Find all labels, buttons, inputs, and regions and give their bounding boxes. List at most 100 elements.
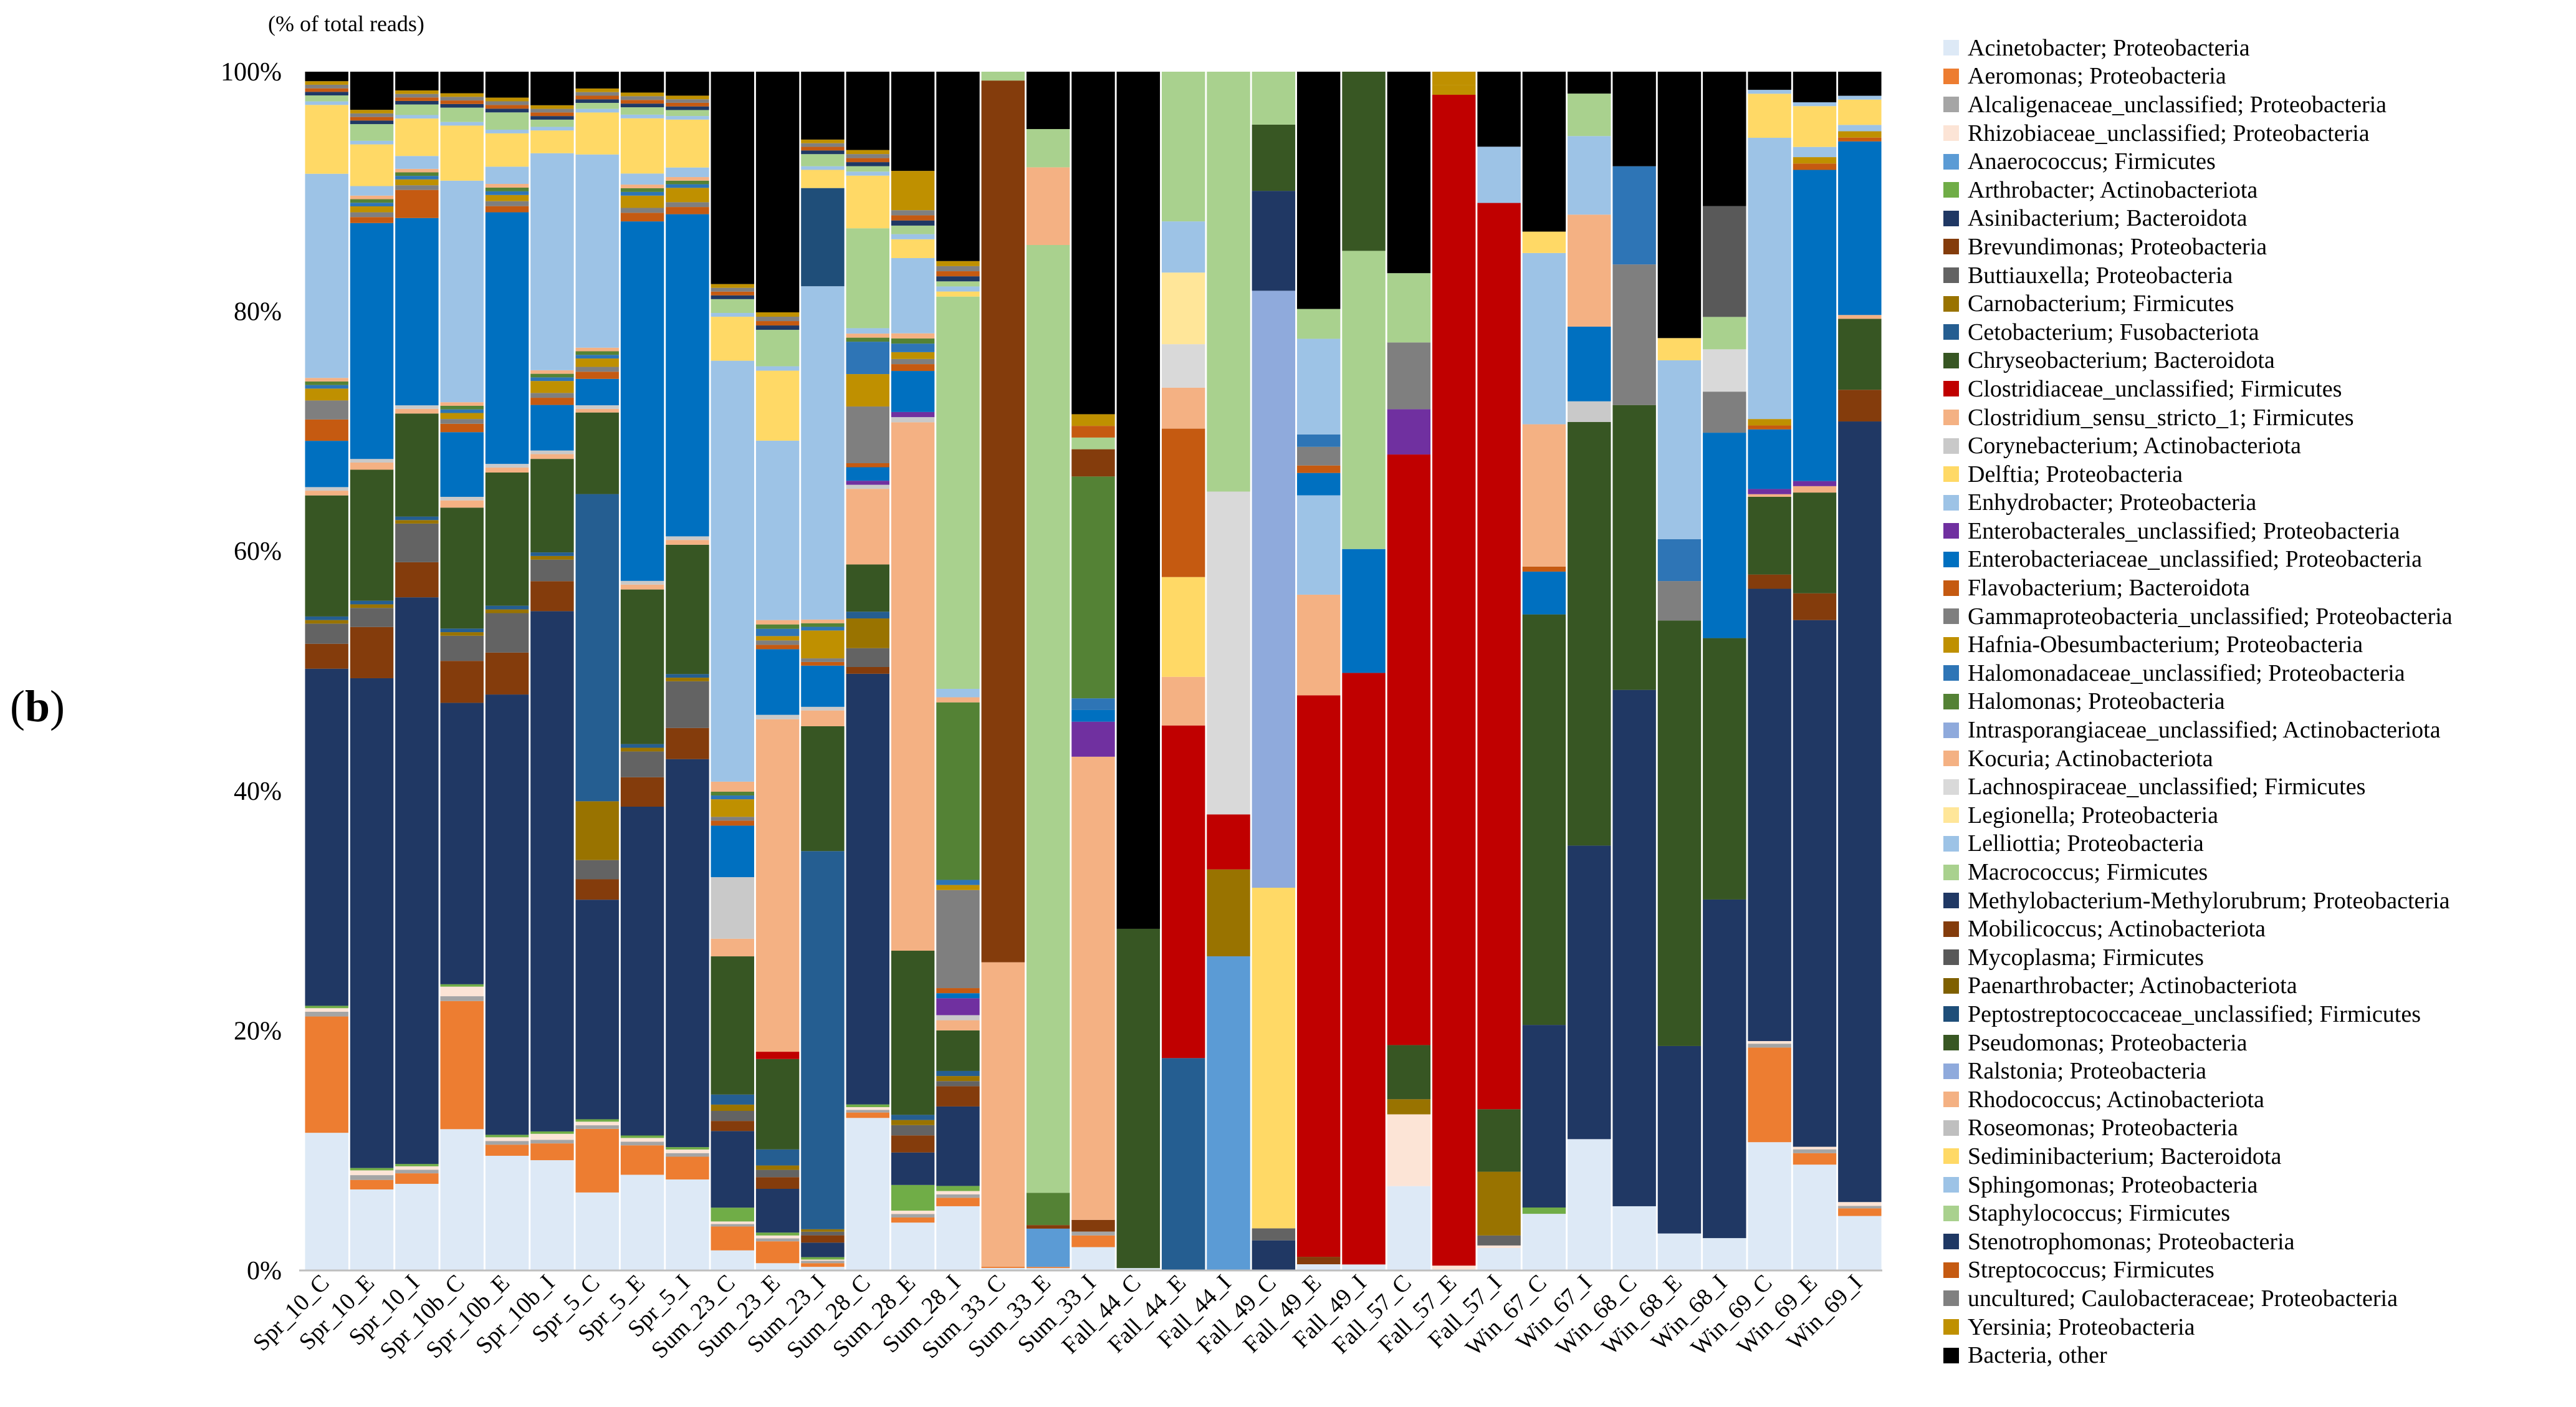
legend-item: Brevundimonas; Proteobacteria <box>1943 233 2573 261</box>
bar-segment <box>395 1164 439 1166</box>
bar-segment <box>1342 1264 1386 1270</box>
bar-segment <box>440 507 484 629</box>
bar-segment <box>666 106 709 110</box>
bar-segment <box>711 1131 754 1208</box>
bar-segment <box>575 351 619 355</box>
legend-item: Mobilicoccus; Actinobacteriota <box>1943 915 2573 943</box>
legend-swatch <box>1943 1347 1959 1363</box>
bar-segment <box>395 190 439 218</box>
legend-label: Anaerococcus; Firmicutes <box>1968 148 2216 175</box>
legend-item: Paenarthrobacter; Actinobacteriota <box>1943 972 2573 1001</box>
bar-segment <box>801 139 845 143</box>
bar-segment <box>936 276 980 282</box>
legend-swatch <box>1943 438 1959 454</box>
bar-segment <box>620 188 664 192</box>
bar-segment <box>936 993 980 999</box>
bar-segment <box>305 620 348 624</box>
bar-segment <box>305 1016 348 1133</box>
bar-segment <box>485 108 529 113</box>
bar-segment <box>801 286 845 620</box>
bar-segment <box>620 806 664 1136</box>
bar-Spr_5_E <box>620 72 664 1270</box>
bar-segment <box>711 1224 754 1227</box>
legend-swatch <box>1943 693 1959 709</box>
bar-segment <box>1522 72 1566 232</box>
bar-segment <box>1748 72 1791 90</box>
legend-item: Corynebacterium; Actinobacteriota <box>1943 431 2573 460</box>
bar-segment <box>1161 1058 1205 1270</box>
bar-segment <box>1522 424 1566 567</box>
bar-segment <box>1161 272 1205 345</box>
bar-segment <box>485 72 529 98</box>
bar-segment <box>485 166 529 185</box>
bar-segment <box>305 487 348 491</box>
bar-segment <box>801 726 845 852</box>
bar-segment <box>485 1141 529 1145</box>
legend-label: Delftia; Proteobacteria <box>1968 461 2183 487</box>
legend-swatch <box>1943 977 1959 994</box>
bar-segment <box>755 366 800 371</box>
bar-segment <box>936 1015 980 1020</box>
bar-segment <box>846 171 890 176</box>
bar-segment <box>755 440 800 620</box>
legend-swatch <box>1943 835 1959 852</box>
bar-segment <box>1522 1208 1566 1214</box>
bar-segment <box>1161 221 1205 273</box>
bar-segment <box>846 328 890 334</box>
bar-segment <box>395 115 439 119</box>
legend-item: uncultured; Caulobacteraceae; Proteobact… <box>1943 1284 2573 1313</box>
legend-item: Halomonas; Proteobacteria <box>1943 688 2573 716</box>
bar-segment <box>846 162 890 166</box>
bar-segment <box>1748 494 1791 497</box>
bar-Fall_44_E <box>1161 72 1205 1270</box>
bar-segment <box>1748 138 1791 420</box>
bar-Win_68_I <box>1703 72 1746 1270</box>
bar-segment <box>891 352 935 359</box>
bar-segment <box>755 1241 800 1264</box>
bar-segment <box>305 88 348 92</box>
bar-segment <box>440 1129 484 1270</box>
bar-segment <box>936 1070 980 1077</box>
bar-segment <box>666 116 709 120</box>
bar-Spr_10b_E <box>485 72 529 1270</box>
legend-label: Hafnia-Obesumbacterium; Proteobacteria <box>1968 631 2363 658</box>
bar-segment <box>711 795 754 800</box>
bar-segment <box>936 1081 980 1087</box>
legend-swatch <box>1943 97 1959 113</box>
bar-segment <box>1793 106 1837 147</box>
bar-segment <box>755 1169 800 1178</box>
bar-segment <box>1657 1233 1702 1270</box>
legend-item: Roseomonas; Proteobacteria <box>1943 1114 2573 1143</box>
bar-segment <box>666 102 709 107</box>
bar-segment <box>801 1261 845 1264</box>
bar-segment <box>801 658 845 662</box>
bar-segment <box>711 1121 754 1131</box>
bar-segment <box>530 1131 574 1134</box>
bar-segment <box>891 1152 935 1185</box>
bar-segment <box>395 523 439 562</box>
legend-swatch <box>1943 68 1959 84</box>
bar-segment <box>666 1156 709 1179</box>
bar-segment <box>575 408 619 413</box>
bar-segment <box>1387 1099 1431 1115</box>
legend-swatch <box>1943 153 1959 170</box>
bar-segment <box>891 72 935 171</box>
bar-segment <box>755 325 800 330</box>
bar-segment <box>575 108 619 113</box>
bar-segment <box>1477 72 1521 147</box>
bar-segment <box>620 92 664 97</box>
bar-segment <box>1612 405 1656 690</box>
legend-swatch <box>1943 551 1959 567</box>
bar-segment <box>755 72 800 312</box>
legend-swatch <box>1943 1063 1959 1079</box>
bar-segment <box>666 119 709 168</box>
bar-segment <box>1387 72 1431 274</box>
bar-segment <box>395 176 439 180</box>
bar-segment <box>801 146 845 151</box>
bar-segment <box>1116 1268 1161 1270</box>
bar-segment <box>1748 1142 1791 1270</box>
bar-segment <box>846 1104 890 1107</box>
bar-segment <box>666 544 709 675</box>
bar-segment <box>350 608 394 627</box>
legend-swatch <box>1943 921 1959 937</box>
